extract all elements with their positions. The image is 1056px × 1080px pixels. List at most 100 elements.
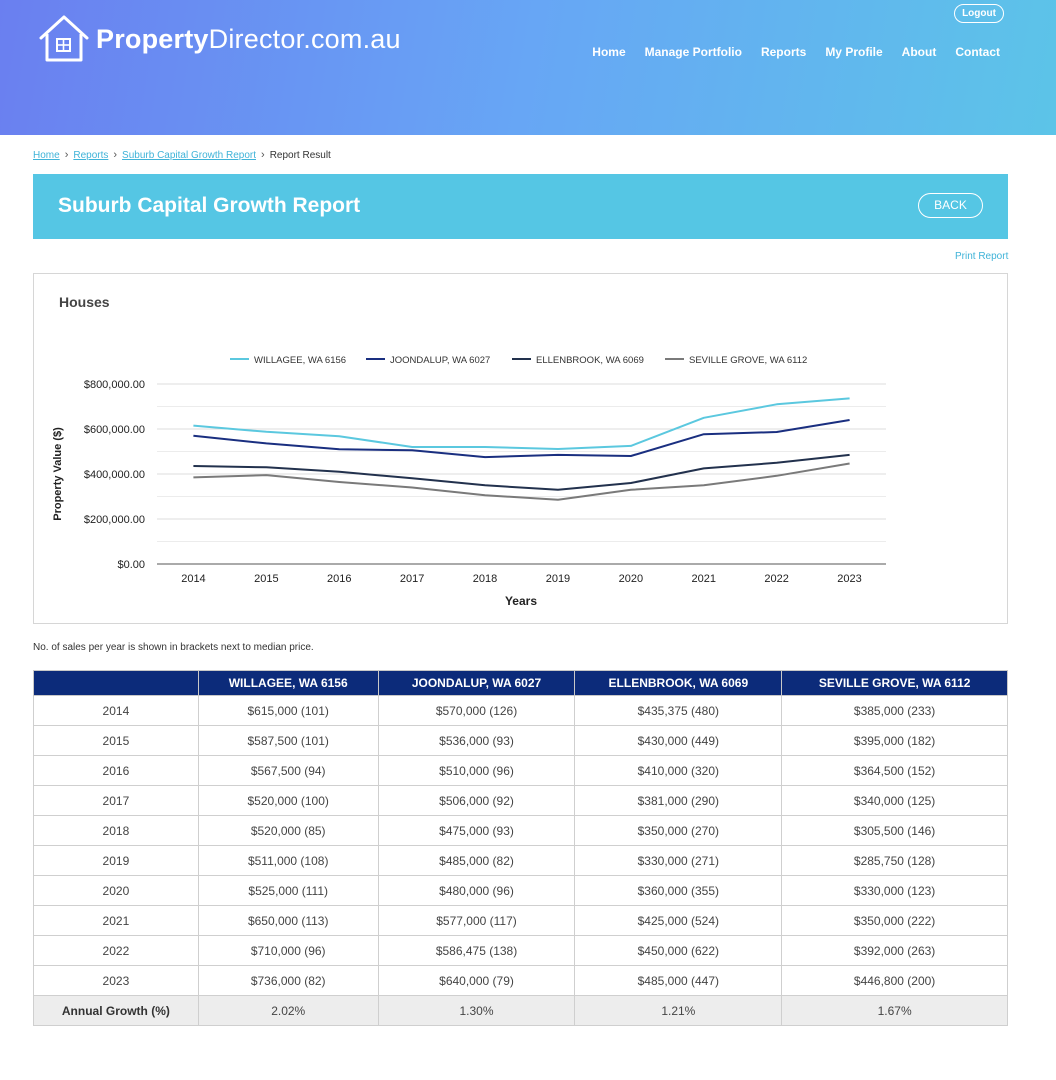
growth-value: 1.30% (377, 995, 576, 1026)
price-cell: $340,000 (125) (781, 785, 1008, 816)
price-cell: $650,000 (113) (197, 905, 379, 936)
nav-reports[interactable]: Reports (760, 45, 807, 59)
series-line-1 (193, 419, 850, 459)
legend-label: ELLENBROOK, WA 6069 (536, 355, 644, 366)
price-cell: $425,000 (524) (574, 905, 783, 936)
price-cell: $485,000 (82) (377, 845, 576, 876)
price-cell: $577,000 (117) (377, 905, 576, 936)
column-header: SEVILLE GROVE, WA 6112 (781, 670, 1008, 696)
breadcrumb-suburb-capital-growth[interactable]: Suburb Capital Growth Report (122, 149, 257, 161)
price-cell: $364,500 (152) (781, 755, 1008, 786)
year-cell: 2020 (33, 875, 199, 906)
price-cell: $510,000 (96) (377, 755, 576, 786)
site-logo[interactable]: PropertyDirector.com.au (38, 14, 401, 64)
y-axis-label: Property Value ($) (52, 427, 64, 521)
legend-label: SEVILLE GROVE, WA 6112 (689, 355, 807, 366)
price-cell: $350,000 (222) (781, 905, 1008, 936)
growth-value: 1.67% (781, 995, 1008, 1026)
x-tick-label: 2015 (254, 573, 278, 585)
price-cell: $350,000 (270) (574, 815, 783, 846)
site-header: PropertyDirector.com.au Logout Home Mana… (0, 0, 1056, 135)
chart-series (193, 397, 850, 501)
nav-manage-portfolio[interactable]: Manage Portfolio (644, 45, 742, 59)
chevron-right-icon: › (261, 149, 265, 161)
page-banner: Suburb Capital Growth Report BACK (33, 174, 1008, 239)
legend-item[interactable]: SEVILLE GROVE, WA 6112 (665, 355, 807, 366)
chevron-right-icon: › (113, 149, 118, 161)
column-header: WILLAGEE, WA 6156 (197, 670, 379, 696)
x-axis-ticks: 2014 2015 2016 2017 2018 2019 2020 2021 2022 2023 (181, 573, 862, 585)
y-tick-label: $800,000.00 (84, 379, 145, 391)
year-cell: 2015 (33, 725, 199, 756)
year-cell: 2014 (33, 695, 199, 726)
x-tick-label: 2019 (546, 573, 570, 585)
series-line-2 (193, 453, 850, 491)
y-axis-ticks: $0.00 $200,000.00 $400,000.00 $600,000.00 $8… (84, 379, 145, 571)
price-cell: $435,375 (480) (574, 695, 783, 726)
breadcrumb: Home › Reports › Suburb Capital Growth R… (33, 149, 331, 161)
series-line-3 (193, 462, 850, 501)
series-line-0 (193, 397, 850, 450)
nav-home[interactable]: Home (592, 45, 626, 59)
price-cell: $395,000 (182) (781, 725, 1008, 756)
legend-label: WILLAGEE, WA 6156 (254, 355, 346, 366)
nav-my-profile[interactable]: My Profile (825, 45, 883, 59)
print-report-link[interactable]: Print Report (955, 251, 1009, 262)
legend-item[interactable]: ELLENBROOK, WA 6069 (512, 355, 644, 366)
price-cell: $381,000 (290) (574, 785, 783, 816)
table-header-row: WILLAGEE, WA 6156 JOONDALUP, WA 6027 ELL… (33, 670, 1008, 696)
price-cell: $446,800 (200) (781, 965, 1008, 996)
x-tick-label: 2020 (619, 573, 643, 585)
nav-contact[interactable]: Contact (955, 45, 1000, 59)
back-button[interactable]: BACK (918, 193, 983, 218)
price-cell: $506,000 (92) (377, 785, 576, 816)
legend-item[interactable]: JOONDALUP, WA 6027 (366, 355, 490, 366)
price-cell: $520,000 (85) (197, 815, 379, 846)
legend-item[interactable]: WILLAGEE, WA 6156 (230, 355, 346, 366)
year-cell: 2023 (33, 965, 199, 996)
price-cell: $360,000 (355) (574, 875, 783, 906)
table-row: 2021 $650,000 (113) $577,000 (117) $425,000… (33, 905, 1008, 936)
breadcrumb-reports[interactable]: Reports (73, 149, 109, 161)
table-row: 2020 $525,000 (111) $480,000 (96) $360,000 … (33, 875, 1008, 906)
chevron-right-icon: › (64, 149, 69, 161)
table-row: 2022 $710,000 (96) $586,475 (138) $450,000 … (33, 935, 1008, 966)
x-tick-label: 2018 (473, 573, 497, 585)
price-cell: $330,000 (271) (574, 845, 783, 876)
year-cell: 2021 (33, 905, 199, 936)
nav-about[interactable]: About (901, 45, 937, 59)
chart-grid (157, 383, 886, 565)
price-cell: $480,000 (96) (377, 875, 576, 906)
price-cell: $410,000 (320) (574, 755, 783, 786)
table-row: 2018 $520,000 (85) $475,000 (93) $350,000 (… (33, 815, 1008, 846)
price-cell: $305,500 (146) (781, 815, 1008, 846)
chart-title: Houses (59, 294, 110, 310)
price-cell: $430,000 (449) (574, 725, 783, 756)
price-cell: $710,000 (96) (197, 935, 379, 966)
x-axis-label: Years (505, 594, 537, 608)
year-cell: 2022 (33, 935, 199, 966)
table-row: 2017 $520,000 (100) $506,000 (92) $381,000 … (33, 785, 1008, 816)
price-cell: $640,000 (79) (377, 965, 576, 996)
x-tick-label: 2014 (181, 573, 205, 585)
logout-button[interactable]: Logout (954, 4, 1004, 23)
growth-table: WILLAGEE, WA 6156 JOONDALUP, WA 6027 ELL… (33, 670, 1008, 1026)
year-cell: 2019 (33, 845, 199, 876)
year-cell: 2018 (33, 815, 199, 846)
x-tick-label: 2016 (327, 573, 351, 585)
price-cell: $520,000 (100) (197, 785, 379, 816)
growth-value: 2.02% (197, 995, 379, 1026)
price-cell: $330,000 (123) (781, 875, 1008, 906)
price-cell: $525,000 (111) (197, 875, 379, 906)
annual-growth-row: Annual Growth (%) 2.02% 1.30% 1.21% 1.67% (33, 995, 1008, 1026)
legend-label: JOONDALUP, WA 6027 (390, 355, 490, 366)
line-chart: Houses WILLAGEE, WA 6156 JOONDALUP, WA 60… (52, 294, 886, 608)
breadcrumb-home[interactable]: Home (33, 149, 60, 161)
price-cell: $736,000 (82) (197, 965, 379, 996)
table-row: 2016 $567,500 (94) $510,000 (96) $410,000 (… (33, 755, 1008, 786)
sales-note: No. of sales per year is shown in bracke… (33, 642, 314, 653)
x-tick-label: 2022 (764, 573, 788, 585)
main-nav: Home Manage Portfolio Reports My Profile… (573, 45, 1000, 59)
price-cell: $536,000 (93) (377, 725, 576, 756)
price-cell: $586,475 (138) (377, 935, 576, 966)
